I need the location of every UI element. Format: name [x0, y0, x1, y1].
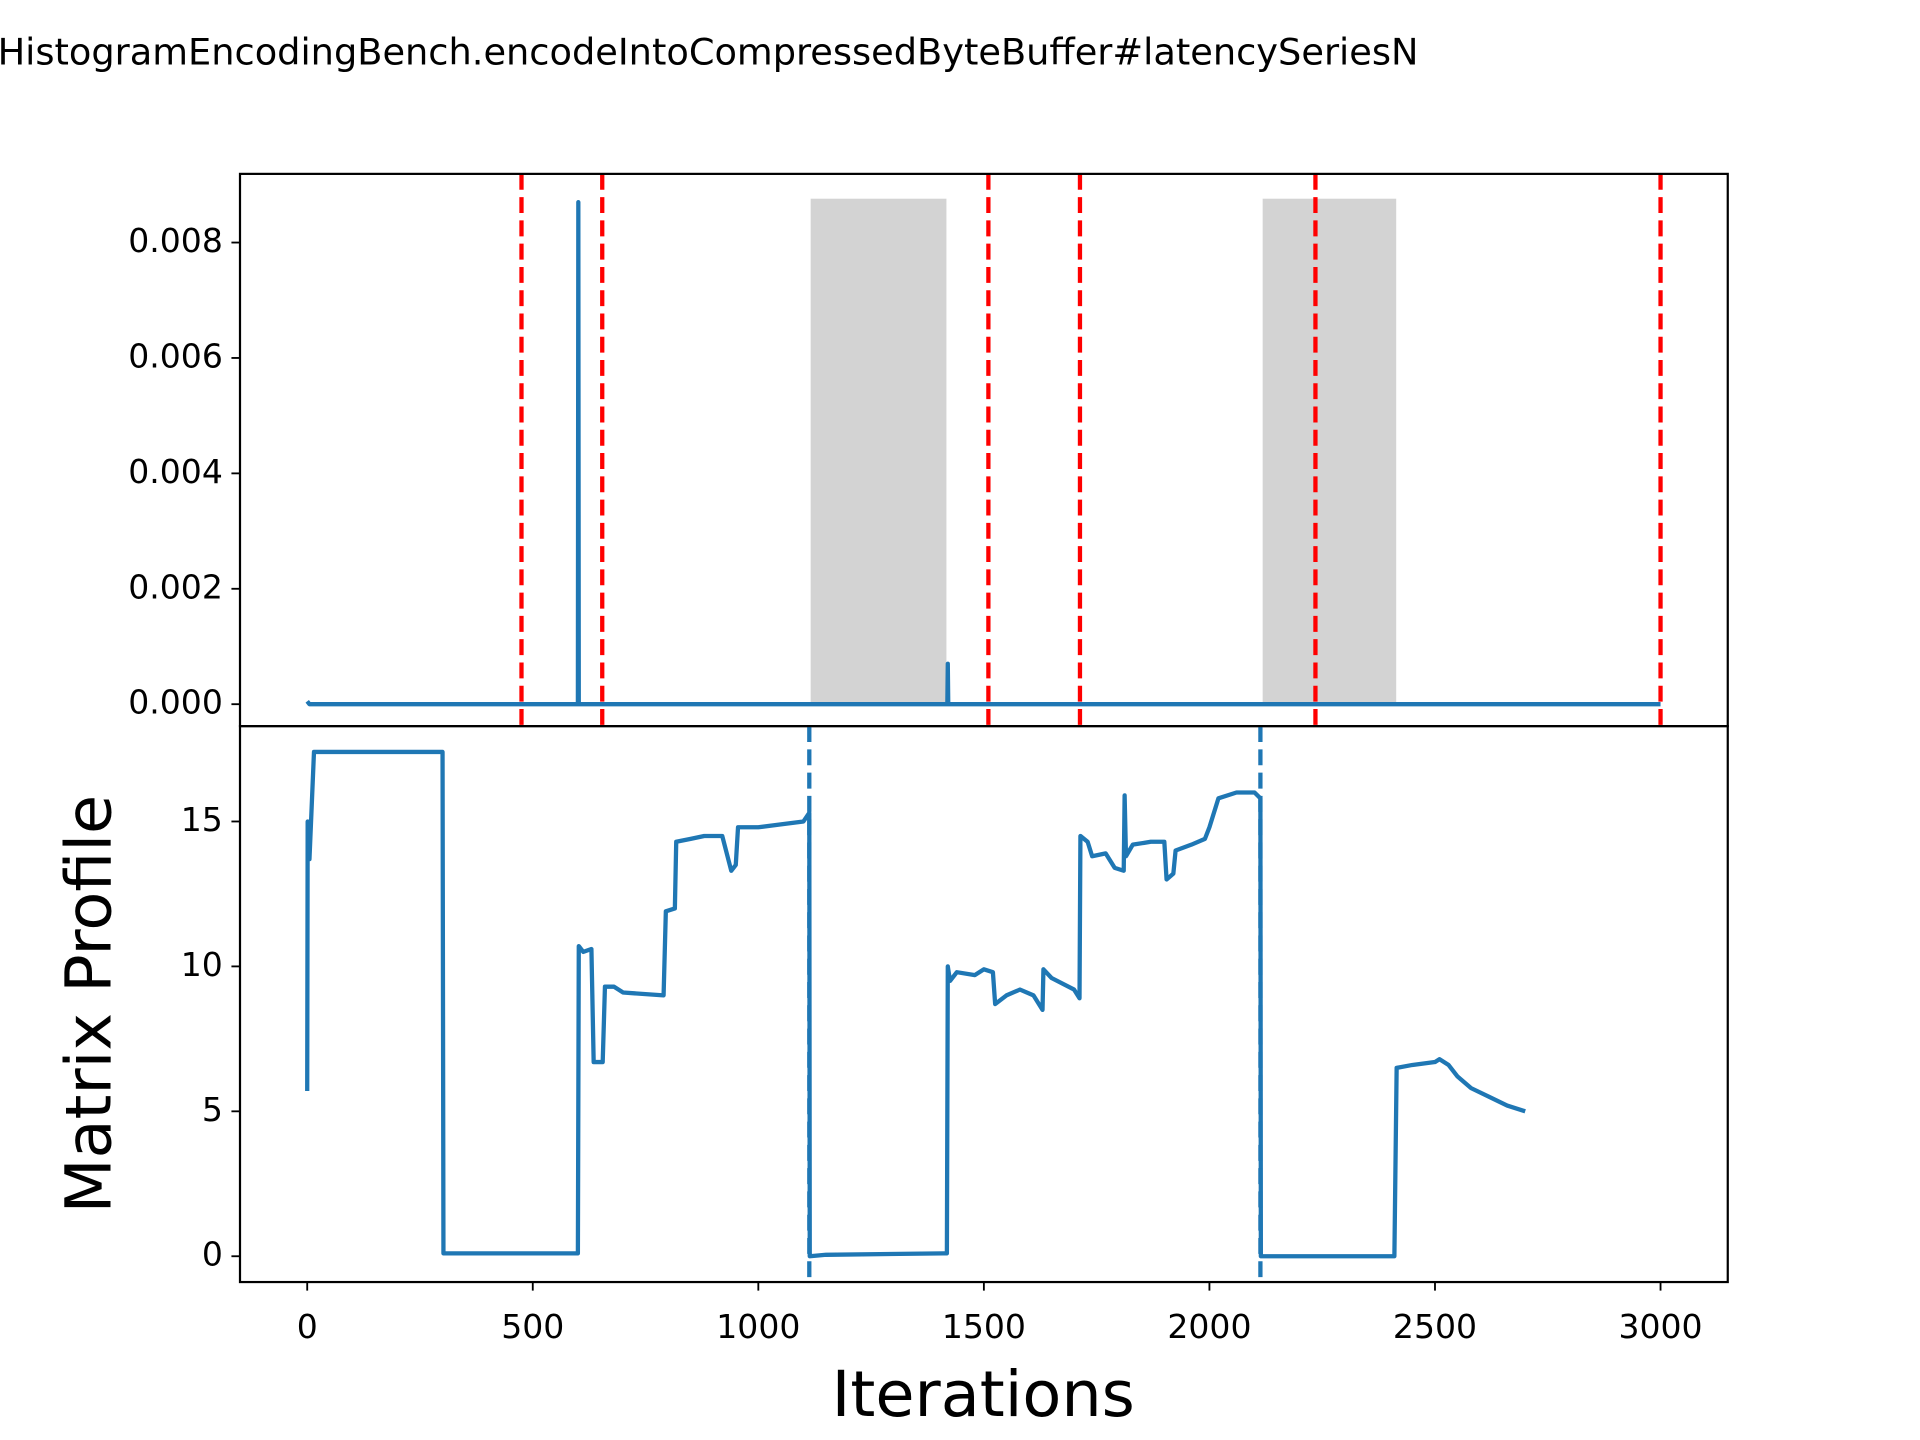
y-tick-label: 5: [202, 1090, 223, 1129]
plot-frame: [238, 172, 1729, 728]
x-tick-label: 1500: [942, 1307, 1026, 1346]
y-tick-label: 15: [181, 800, 223, 839]
x-tick-label: 0: [297, 1307, 318, 1346]
y-tick-label: 0.006: [128, 336, 223, 375]
x-tick-label: 2000: [1167, 1307, 1251, 1346]
shaded-span: [810, 198, 947, 705]
y-tick-label: 0.008: [128, 221, 223, 260]
shaded-span: [1262, 198, 1397, 705]
chart-title: HistogramEncodingBench.encodeIntoCompres…: [0, 30, 1418, 73]
y-tick-label: 0.002: [128, 567, 223, 606]
plot-frame: [238, 725, 1729, 1284]
data-line: [305, 749, 1526, 1259]
data-line: [305, 200, 1661, 707]
x-axis-label: Iterations: [832, 1358, 1135, 1432]
x-tick-label: 3000: [1618, 1307, 1702, 1346]
y-tick-label: 0.000: [128, 683, 223, 722]
y-tick-label: 10: [181, 945, 223, 984]
x-tick-label: 2500: [1393, 1307, 1477, 1346]
x-tick-label: 1000: [716, 1307, 800, 1346]
x-tick-label: 500: [501, 1307, 564, 1346]
y-tick-label: 0.004: [128, 452, 223, 491]
y-tick-label: 0: [202, 1235, 223, 1274]
y-axis-label: Matrix Profile: [53, 795, 127, 1214]
